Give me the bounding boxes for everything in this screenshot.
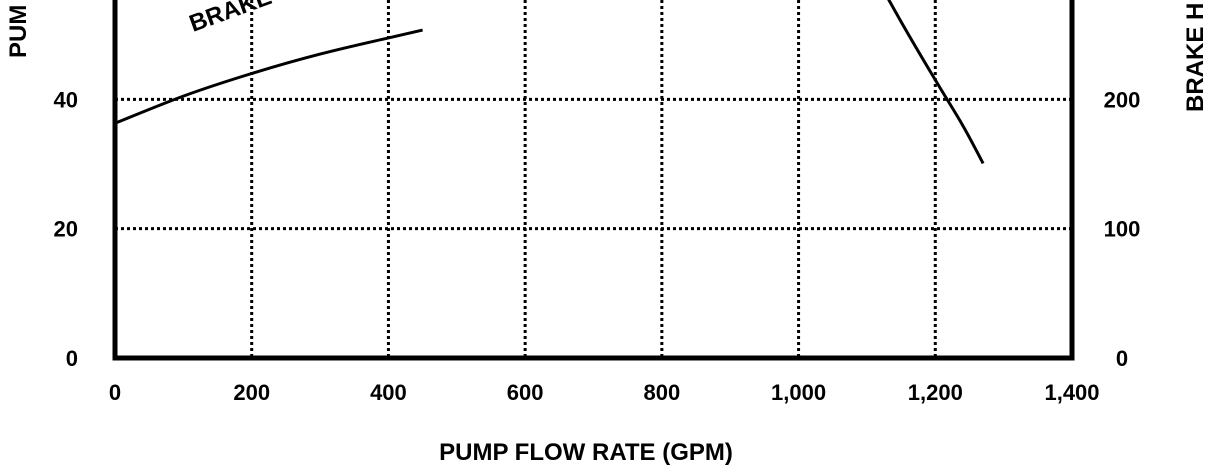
x-tick-label-1: 200 <box>233 380 270 405</box>
right-tick-label-1: 100 <box>1104 217 1141 242</box>
x-tick-label-0: 0 <box>109 380 121 405</box>
grid-lines <box>115 0 1072 358</box>
right-tick-label-0: 0 <box>1116 346 1128 371</box>
x-tick-label-4: 800 <box>643 380 680 405</box>
right-tick-label-2: 200 <box>1104 87 1141 112</box>
left-axis-title: PUM <box>5 5 32 58</box>
x-axis-title: PUMP FLOW RATE (GPM) <box>439 439 733 466</box>
x-tick-label-7: 1,400 <box>1044 380 1099 405</box>
left-tick-label-2: 40 <box>54 87 78 112</box>
curve-label: BRAKE H <box>186 0 298 38</box>
series-line-0 <box>114 28 423 125</box>
left-tick-label-0: 0 <box>66 346 78 371</box>
right-axis-title: BRAKE H <box>1182 3 1209 112</box>
x-tick-label-2: 400 <box>370 380 407 405</box>
axes <box>112 0 1075 361</box>
x-tick-label-6: 1,200 <box>908 380 963 405</box>
left-tick-label-1: 20 <box>54 217 78 242</box>
x-tick-label-3: 600 <box>507 380 544 405</box>
x-tick-label-5: 1,000 <box>771 380 826 405</box>
curve-series <box>114 0 985 165</box>
series-line-1 <box>887 0 985 165</box>
